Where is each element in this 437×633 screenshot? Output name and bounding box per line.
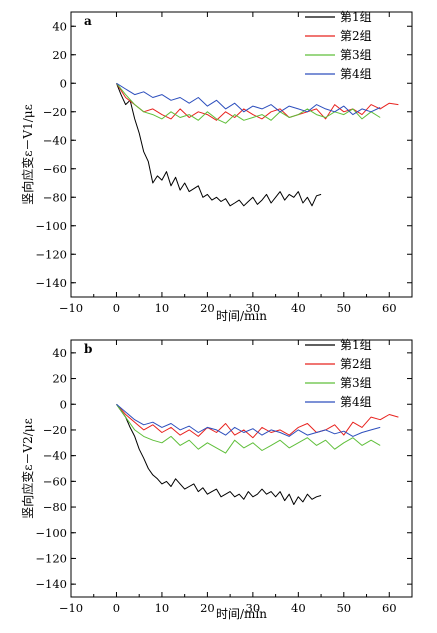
x-axis-title: 时间/min [216, 607, 267, 621]
y-tick-label: −100 [35, 526, 67, 540]
y-tick-label: −120 [35, 247, 67, 261]
series-line-2 [116, 83, 399, 121]
legend-entry: 第3组 [340, 376, 372, 390]
panel-a: −10 0 10 20 30 40 50 6040200−20−40−60−80−100−12… [20, 10, 413, 323]
y-tick-label: −40 [43, 133, 67, 147]
y-tick-label: −80 [43, 500, 67, 514]
plot-frame [70, 11, 413, 298]
panel-label: a [84, 14, 92, 28]
x-axis-title: 时间/min [216, 309, 267, 323]
panel-b: −10 0 10 20 30 40 50 6040200−20−40−60−80−100−12… [20, 338, 413, 621]
y-tick-label: 0 [60, 397, 67, 411]
x-tick-label: 50 [336, 301, 351, 315]
legend-entry: 第4组 [340, 395, 372, 409]
y-tick-label: −60 [43, 474, 67, 488]
x-tick-label: 60 [382, 601, 397, 615]
y-tick-label: −140 [35, 577, 67, 591]
series-line-2 [116, 403, 399, 439]
y-tick-label: −60 [43, 162, 67, 176]
series-line-3 [116, 404, 381, 454]
x-tick-label: 0 [113, 601, 120, 615]
y-tick-label: −100 [35, 219, 67, 233]
x-tick-label: −10 [59, 301, 83, 315]
series-line-1 [116, 83, 322, 207]
y-tick-label: −20 [43, 105, 67, 119]
y-tick-label: 40 [52, 346, 67, 360]
y-tick-label: −40 [43, 449, 67, 463]
x-tick-label: 30 [246, 301, 261, 315]
y-axis-title: 竖向应变ε－V2/με [20, 418, 35, 519]
legend-entry: 第1组 [340, 10, 372, 24]
y-axis-title: 竖向应变ε－V1/με [20, 104, 35, 205]
x-tick-label: 20 [200, 301, 215, 315]
series-line-4 [116, 82, 381, 116]
y-tick-label: −20 [43, 423, 67, 437]
x-tick-label: 20 [200, 601, 215, 615]
x-tick-label: 0 [113, 301, 120, 315]
x-tick-label: 10 [155, 301, 170, 315]
legend-entry: 第2组 [340, 357, 372, 371]
legend-entry: 第4组 [340, 67, 372, 81]
panel-label: b [84, 342, 92, 356]
x-tick-label: 40 [291, 301, 306, 315]
y-tick-label: −120 [35, 551, 67, 565]
y-tick-label: −140 [35, 276, 67, 290]
legend-entry: 第2组 [340, 29, 372, 43]
x-tick-label: 40 [291, 601, 306, 615]
series-line-4 [116, 403, 381, 437]
y-tick-label: 20 [52, 48, 67, 62]
y-tick-label: 20 [52, 372, 67, 386]
y-tick-label: −80 [43, 190, 67, 204]
series-line-3 [116, 82, 381, 124]
y-tick-label: 40 [52, 19, 67, 33]
y-tick-label: 0 [60, 76, 67, 90]
x-tick-label: 50 [336, 601, 351, 615]
legend-entry: 第1组 [340, 338, 372, 352]
legend-entry: 第3组 [340, 48, 372, 62]
plot-frame [70, 339, 413, 598]
x-tick-label: 60 [382, 301, 397, 315]
x-tick-label: −10 [59, 601, 83, 615]
x-tick-label: 30 [246, 601, 261, 615]
x-tick-label: 10 [155, 601, 170, 615]
series-line-1 [116, 404, 322, 505]
